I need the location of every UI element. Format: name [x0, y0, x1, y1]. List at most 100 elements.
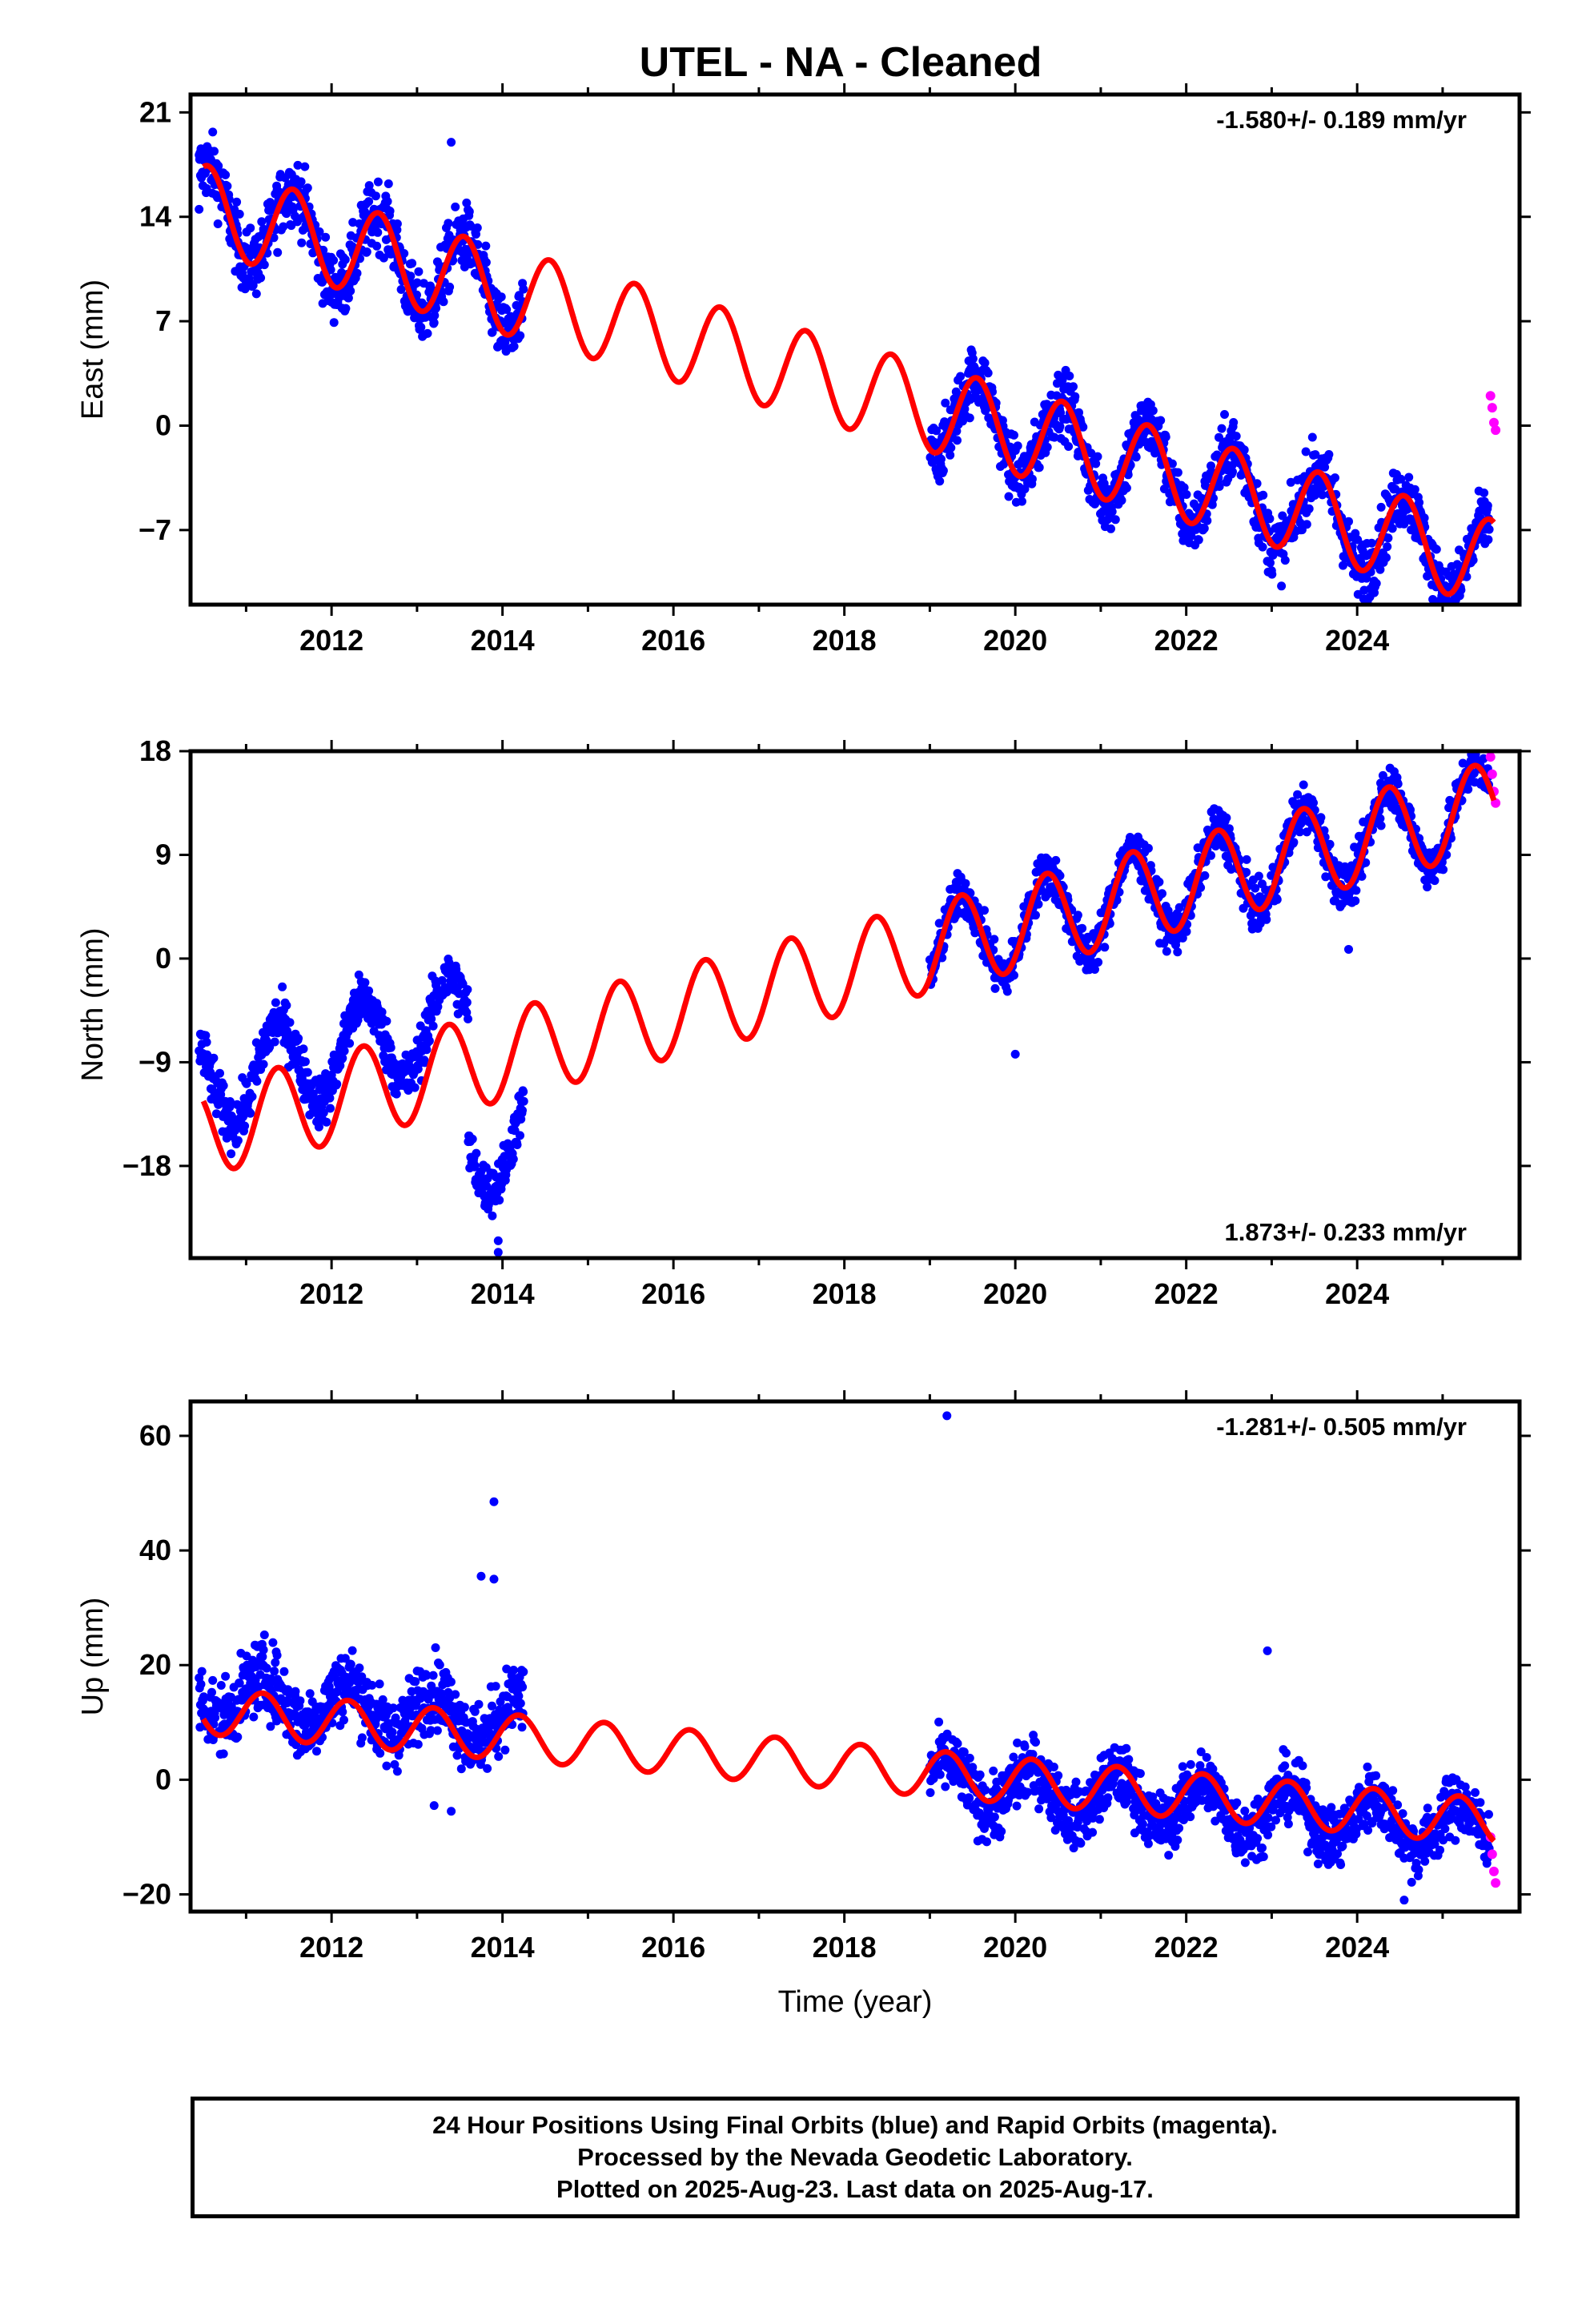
data-point: [1103, 1793, 1113, 1803]
data-point: [965, 1753, 974, 1763]
data-point: [470, 1160, 480, 1170]
outlier-point: [1370, 588, 1379, 597]
rapid-point: [1487, 769, 1497, 779]
data-point: [517, 1723, 527, 1732]
data-point: [408, 259, 417, 268]
data-point: [1376, 502, 1386, 512]
x-tick-label: 2014: [471, 1277, 535, 1310]
data-point: [516, 331, 525, 340]
data-point: [482, 1181, 492, 1191]
data-point: [1031, 1738, 1040, 1747]
data-point: [946, 450, 955, 460]
data-point: [1071, 1777, 1081, 1787]
data-point: [1222, 813, 1231, 822]
data-point: [364, 986, 374, 995]
data-point: [445, 282, 455, 292]
data-point: [437, 975, 447, 985]
data-point: [1050, 432, 1059, 442]
data-point: [1258, 542, 1267, 552]
data-point: [1173, 468, 1182, 477]
data-point: [383, 197, 392, 206]
data-point: [1100, 943, 1110, 952]
data-point: [325, 1093, 335, 1103]
data-point: [519, 1096, 528, 1106]
data-point: [1272, 895, 1282, 904]
data-point: [354, 970, 363, 979]
data-point: [211, 1713, 220, 1723]
y-axis-label: North (mm): [76, 927, 110, 1081]
data-point: [462, 198, 472, 207]
data-point: [294, 1034, 303, 1043]
data-point: [491, 1682, 500, 1691]
data-point: [960, 404, 970, 414]
y-tick-label: 9: [155, 838, 171, 870]
data-point: [1318, 490, 1327, 500]
data-point: [1078, 923, 1087, 933]
data-point: [1480, 489, 1489, 497]
data-point: [305, 1689, 315, 1699]
data-point: [326, 1104, 335, 1113]
data-point: [197, 1667, 207, 1676]
data-point: [946, 443, 956, 452]
data-point: [965, 413, 974, 423]
x-axis: [244, 83, 1444, 616]
data-point: [375, 1679, 384, 1689]
data-point: [431, 1643, 440, 1652]
data-point: [435, 1660, 444, 1670]
data-point: [512, 1140, 522, 1149]
data-point: [382, 1016, 391, 1026]
data-point: [1012, 1801, 1022, 1811]
data-point: [429, 318, 439, 328]
data-point: [1055, 422, 1065, 432]
data-point: [519, 284, 528, 294]
data-point: [1094, 958, 1103, 967]
data-point: [980, 906, 989, 915]
data-point: [463, 985, 472, 995]
data-point: [516, 1699, 525, 1708]
data-point: [347, 242, 357, 251]
data-point: [247, 1092, 257, 1101]
data-point: [1382, 553, 1391, 562]
data-point: [396, 285, 406, 294]
data-point: [293, 160, 303, 170]
data-point: [1091, 459, 1101, 468]
east-panel: 2012 2014 2016 2018 2020 2022 2024211470−7East…: [76, 83, 1531, 657]
data-point: [1002, 987, 1012, 996]
data-point: [360, 978, 370, 987]
data-point: [1074, 408, 1083, 417]
y-tick-label: 18: [139, 734, 171, 767]
data-point: [1194, 535, 1203, 545]
data-point: [299, 1044, 308, 1054]
data-point: [332, 1080, 342, 1089]
data-point: [502, 305, 512, 314]
data-point: [516, 1131, 524, 1140]
data-point: [1073, 911, 1082, 920]
data-point: [1286, 477, 1295, 487]
data-point: [1064, 442, 1074, 451]
x-tick-label: 2022: [1154, 624, 1219, 657]
data-point: [1228, 467, 1237, 476]
data-point: [456, 1764, 466, 1774]
data-point: [990, 935, 999, 944]
data-point: [488, 328, 497, 337]
data-point: [371, 191, 380, 201]
data-point: [1200, 870, 1210, 880]
data-point: [297, 238, 307, 247]
outlier-point: [1010, 1049, 1020, 1059]
model-curve: [201, 163, 1496, 597]
data-point: [481, 258, 491, 267]
data-point: [466, 221, 476, 231]
plot-frame: [188, 92, 1522, 607]
data-point: [1324, 450, 1334, 459]
data-point: [233, 1732, 243, 1742]
data-point: [464, 207, 474, 216]
data-point: [1049, 1763, 1058, 1771]
data-point: [1316, 813, 1326, 822]
data-point: [1404, 472, 1414, 482]
data-point: [412, 290, 421, 300]
x-tick-label: 2012: [299, 624, 363, 657]
x-tick-label: 2022: [1154, 1277, 1219, 1310]
data-point: [340, 255, 350, 264]
y-tick-label: −9: [139, 1045, 171, 1078]
y-tick-label: 14: [139, 200, 171, 233]
